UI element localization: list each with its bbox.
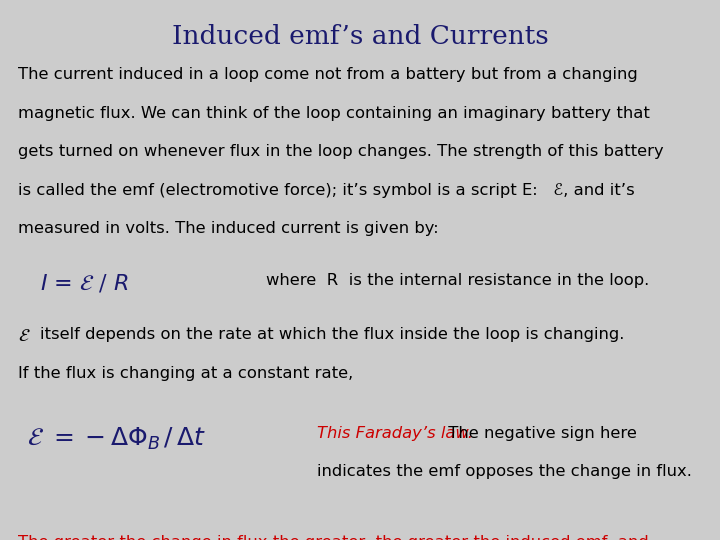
Text: indicates the emf opposes the change in flux.: indicates the emf opposes the change in … [317, 464, 692, 479]
Text: where  R  is the internal resistance in the loop.: where R is the internal resistance in th… [266, 273, 649, 288]
Text: The current induced in a loop come not from a battery but from a changing: The current induced in a loop come not f… [18, 68, 638, 83]
Text: $\mathit{I}$ = $\mathcal{E}$ / $\mathit{R}$: $\mathit{I}$ = $\mathcal{E}$ / $\mathit{… [40, 273, 128, 295]
Text: Induced emf’s and Currents: Induced emf’s and Currents [171, 24, 549, 49]
Text: If the flux is changing at a constant rate,: If the flux is changing at a constant ra… [18, 366, 354, 381]
Text: is called the emf (electromotive force); it’s symbol is a script E:   ℰ, and it’: is called the emf (electromotive force);… [18, 183, 635, 198]
Text: The greater the change in flux the greater, the greater the induced emf, and: The greater the change in flux the great… [18, 535, 649, 540]
Text: measured in volts. The induced current is given by:: measured in volts. The induced current i… [18, 221, 438, 236]
Text: $\mathcal{E}$: $\mathcal{E}$ [18, 327, 31, 345]
Text: gets turned on whenever flux in the loop changes. The strength of this battery: gets turned on whenever flux in the loop… [18, 144, 664, 159]
Text: itself depends on the rate at which the flux inside the loop is changing.: itself depends on the rate at which the … [40, 327, 624, 342]
Text: The negative sign here: The negative sign here [443, 426, 636, 441]
Text: magnetic flux. We can think of the loop containing an imaginary battery that: magnetic flux. We can think of the loop … [18, 106, 650, 121]
Text: This Faraday’s law.: This Faraday’s law. [317, 426, 473, 441]
Text: $\mathcal{E}$ $= -\Delta\Phi_B\,/\,\Delta t$: $\mathcal{E}$ $= -\Delta\Phi_B\,/\,\Delt… [27, 426, 207, 452]
